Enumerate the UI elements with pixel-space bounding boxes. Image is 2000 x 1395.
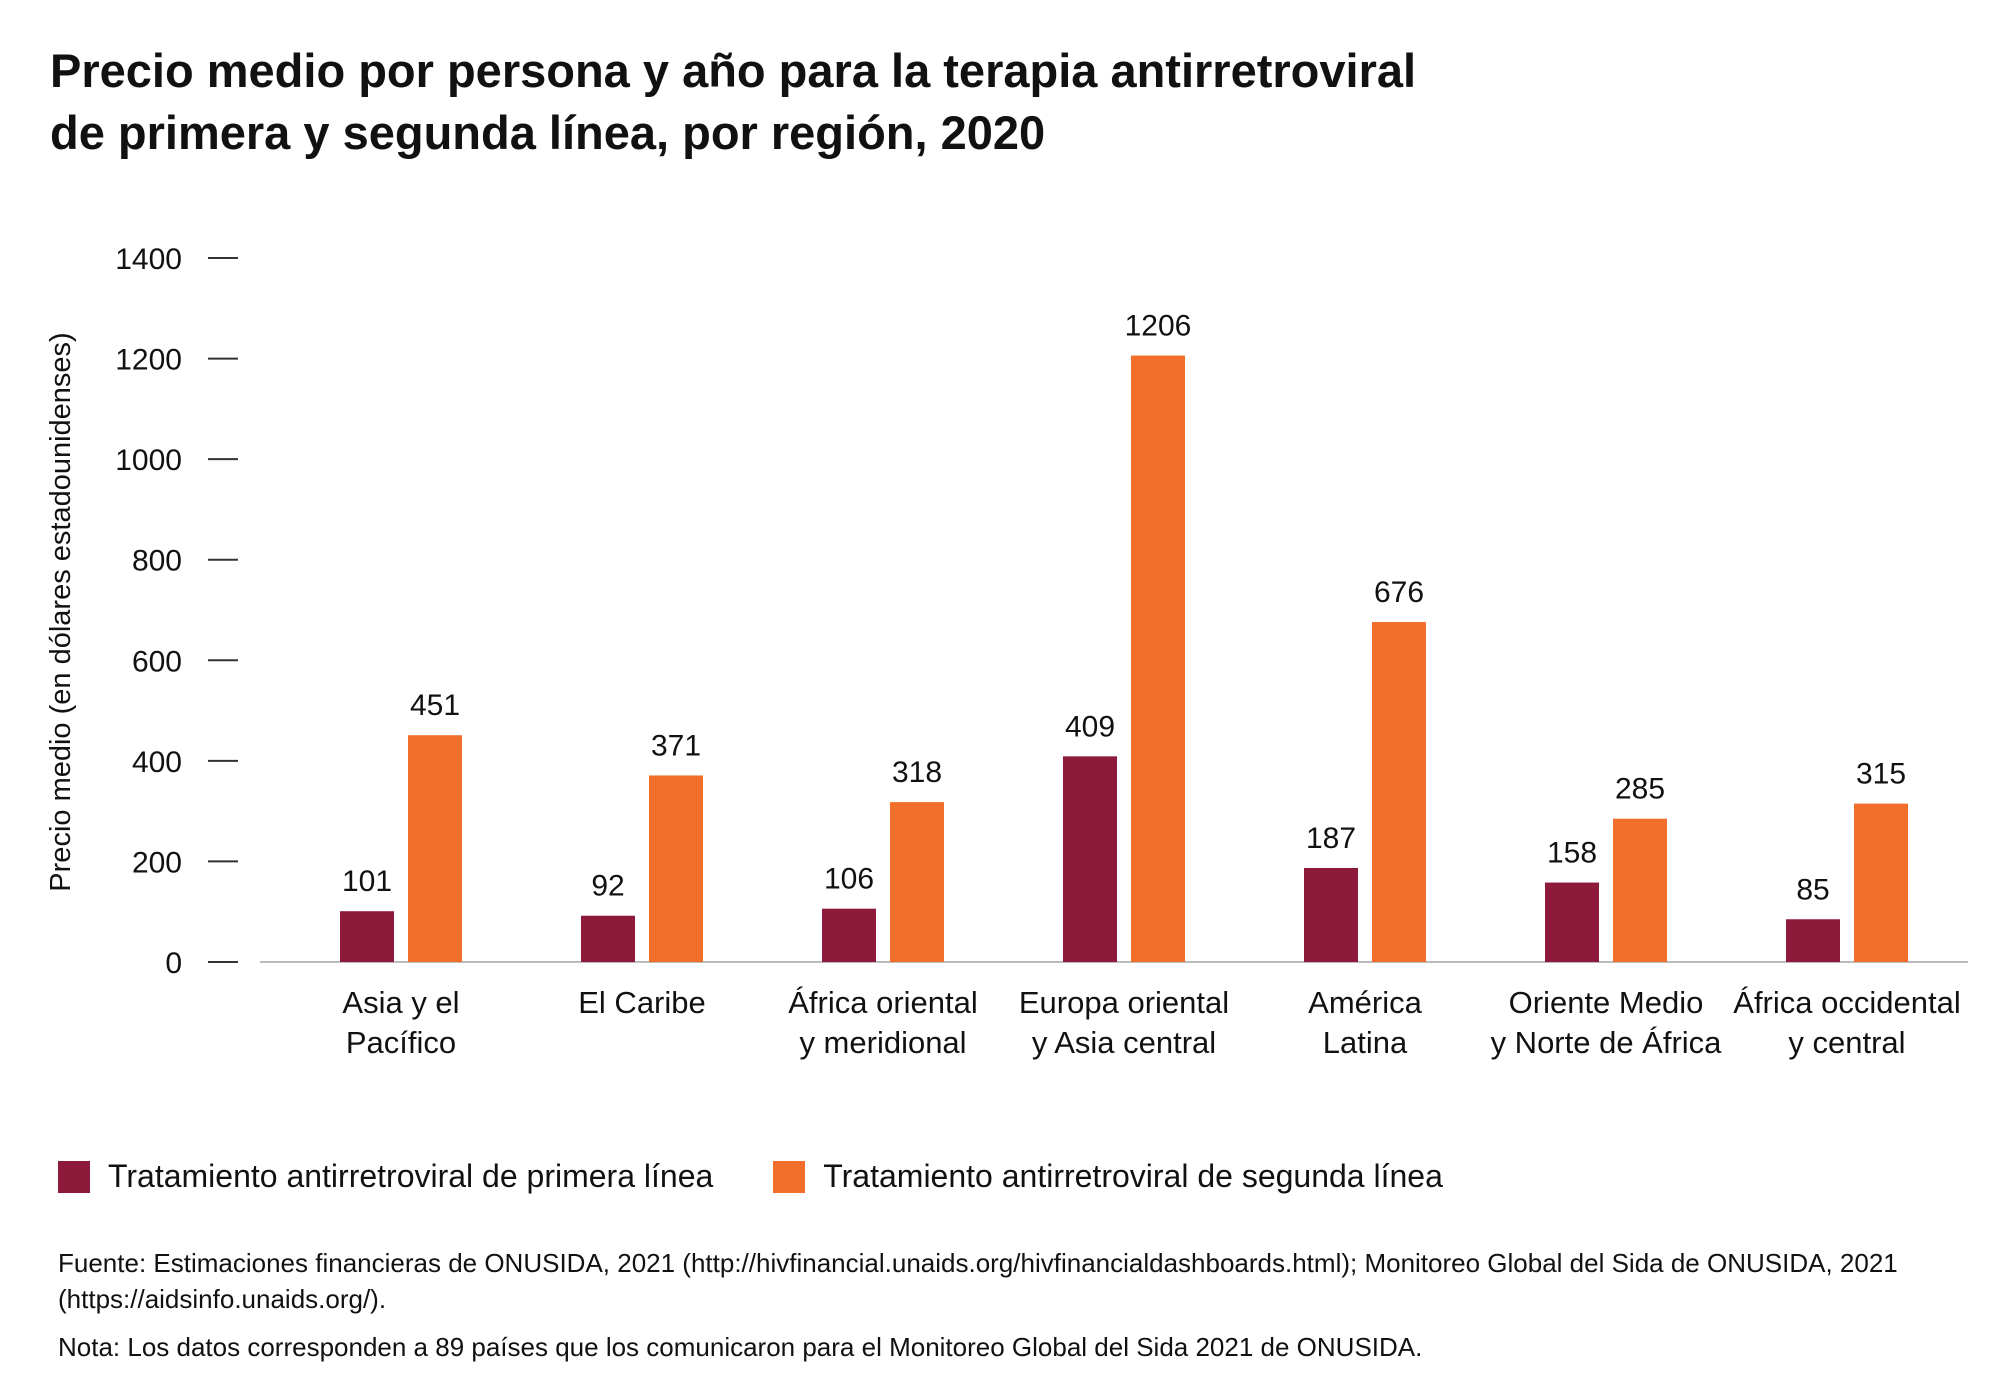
data-label: 101 (342, 865, 392, 898)
data-label: 1206 (1125, 310, 1192, 343)
bar-primera (581, 915, 635, 962)
y-tick-label: 800 (132, 545, 182, 578)
data-label: 451 (410, 689, 460, 722)
data-note: Nota: Los datos corresponden a 89 países… (58, 1332, 1423, 1362)
source-note: Fuente: Estimaciones financieras de ONUS… (58, 1248, 1898, 1314)
x-category-label: y Asia central (1032, 1025, 1216, 1060)
data-label: 315 (1856, 758, 1906, 791)
legend-item-segunda: Tratamiento antirretroviral de segunda l… (773, 1158, 1443, 1195)
y-tick-label: 1000 (115, 444, 182, 477)
chart-title: Precio medio por persona y año para la t… (50, 40, 1750, 164)
chart-title-line-2: de primera y segunda línea, por región, … (50, 106, 1046, 159)
data-label: 85 (1796, 873, 1829, 906)
x-category-label: y meridional (799, 1025, 966, 1060)
legend-swatch-segunda (773, 1160, 806, 1193)
bar-primera (1304, 867, 1358, 962)
data-label: 371 (651, 729, 701, 762)
x-category-label: Latina (1323, 1025, 1408, 1060)
bar-chart: Precio medio (en dólares estadounidenses… (45, 243, 1968, 1060)
bar-primera (1545, 882, 1599, 962)
bar-segunda (1854, 803, 1908, 962)
x-category-label: y Norte de África (1491, 1025, 1723, 1060)
x-category-label: América (1308, 985, 1422, 1020)
bar-segunda (1613, 818, 1667, 962)
bar-segunda (890, 802, 944, 962)
x-category-label: Europa oriental (1019, 985, 1229, 1020)
data-label: 106 (824, 863, 874, 896)
data-label: 92 (591, 870, 624, 903)
x-category-label: África occidental (1733, 985, 1960, 1020)
y-tick-label: 1200 (115, 344, 182, 377)
bar-segunda (1131, 355, 1185, 962)
legend: Tratamiento antirretroviral de primera l… (58, 1158, 1503, 1195)
data-label: 318 (892, 756, 942, 789)
data-label: 676 (1374, 576, 1424, 609)
bar-segunda (1372, 622, 1426, 962)
y-tick-label: 200 (132, 846, 182, 879)
x-category-label: África oriental (788, 985, 978, 1020)
bar-primera (1786, 919, 1840, 962)
data-label: 187 (1306, 822, 1356, 855)
data-label: 158 (1547, 837, 1597, 870)
x-category-label: Asia y el (342, 985, 459, 1020)
y-tick-label: 400 (132, 746, 182, 779)
bar-primera (822, 908, 876, 962)
notes: Fuente: Estimaciones financieras de ONUS… (58, 1245, 1958, 1377)
bar-primera (1063, 756, 1117, 962)
legend-swatch-primera (58, 1160, 90, 1193)
y-axis-label: Precio medio (en dólares estadounidenses… (45, 332, 77, 891)
legend-label-segunda: Tratamiento antirretroviral de segunda l… (823, 1158, 1443, 1194)
chart-title-line-1: Precio medio por persona y año para la t… (50, 44, 1417, 97)
data-label: 285 (1615, 773, 1665, 806)
bar-primera (340, 911, 394, 962)
x-category-label: Pacífico (346, 1025, 456, 1060)
x-category-label: y central (1788, 1025, 1905, 1060)
bar-segunda (408, 735, 462, 962)
legend-item-primera: Tratamiento antirretroviral de primera l… (58, 1158, 713, 1195)
y-tick-label: 0 (165, 947, 182, 980)
x-category-label: El Caribe (578, 985, 706, 1020)
legend-label-primera: Tratamiento antirretroviral de primera l… (108, 1158, 714, 1194)
bar-segunda (649, 775, 703, 962)
data-label: 409 (1065, 710, 1115, 743)
x-category-label: Oriente Medio (1509, 985, 1704, 1020)
y-tick-label: 1400 (115, 243, 182, 276)
y-tick-label: 600 (132, 645, 182, 678)
